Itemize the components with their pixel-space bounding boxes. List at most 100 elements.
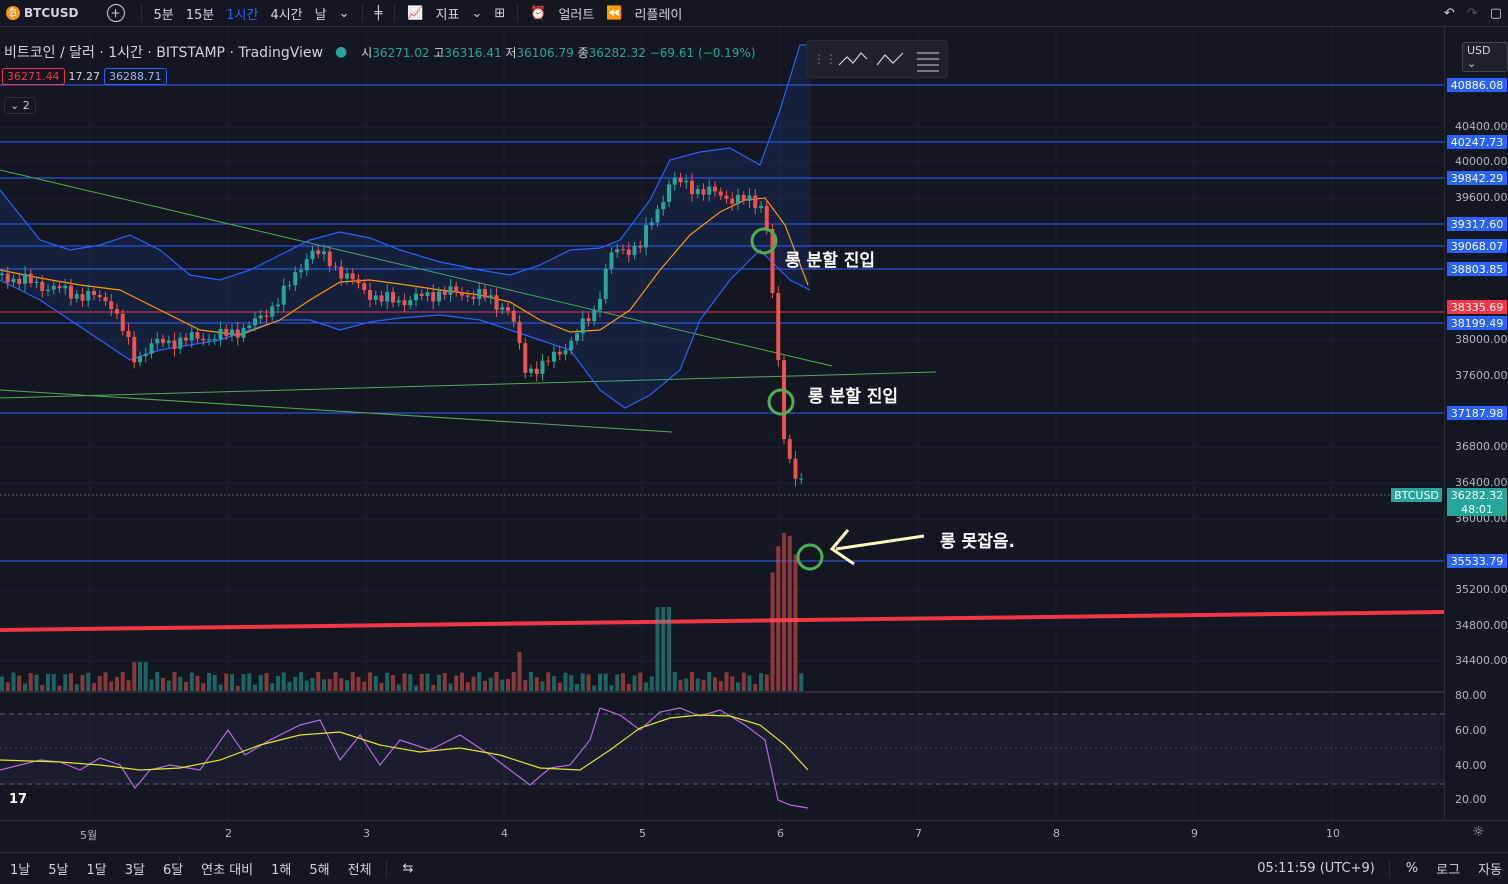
goto-date-icon[interactable]: ⇆ xyxy=(402,861,414,876)
volume-bar xyxy=(396,684,401,692)
candle-body xyxy=(46,289,50,292)
time-tick: 4 xyxy=(501,827,508,840)
range-5y[interactable]: 5해 xyxy=(309,863,330,878)
volume-bar xyxy=(488,677,493,692)
candle-body xyxy=(396,300,401,303)
volume-bar xyxy=(655,607,660,692)
time-tick: 5 xyxy=(639,827,646,840)
candle-body xyxy=(649,222,654,226)
divider xyxy=(394,4,396,22)
candle-body xyxy=(730,198,735,204)
candle-body xyxy=(644,225,648,248)
market-status-dot-icon: ● xyxy=(334,44,348,60)
volume-bar xyxy=(69,673,73,692)
price-axis[interactable]: 40400.00 40000.00 39600.00 38000.00 3760… xyxy=(1444,27,1508,820)
volume-bar xyxy=(557,682,562,692)
svg-text:⋮⋮: ⋮⋮ xyxy=(813,52,837,66)
log-scale-toggle[interactable]: 로그 xyxy=(1436,863,1461,878)
volume-bar xyxy=(28,673,33,692)
level-price-tag: 39317.60 xyxy=(1447,217,1507,231)
green-trendline-up[interactable] xyxy=(0,371,937,399)
range-5d[interactable]: 5날 xyxy=(48,863,69,878)
interval-15m[interactable]: 15분 xyxy=(185,7,215,23)
indicators-button[interactable]: 지표 xyxy=(435,7,460,23)
replay-button[interactable]: 리플레이 xyxy=(634,7,683,23)
divider xyxy=(517,4,519,22)
volume-bar xyxy=(575,684,579,692)
replay-rewind-icon[interactable]: ⏪ xyxy=(606,5,623,21)
green-trendline-down[interactable] xyxy=(0,169,833,367)
candle-body xyxy=(40,281,45,292)
alert-clock-icon[interactable]: ⏰ xyxy=(530,5,547,21)
time-tick: 6 xyxy=(777,827,784,840)
volume-bar xyxy=(287,681,292,692)
redo-icon[interactable]: ↷ xyxy=(1466,5,1478,21)
red-support-trendline[interactable] xyxy=(0,610,1444,632)
price-chart-canvas[interactable] xyxy=(0,27,1444,820)
divider xyxy=(385,859,387,878)
interval-dropdown-chevron-down-icon[interactable]: ⌄ xyxy=(338,5,350,21)
ask-price-tag[interactable]: 36288.71 xyxy=(104,68,167,85)
interval-1h[interactable]: 1시간 xyxy=(226,7,259,23)
range-1d[interactable]: 1날 xyxy=(10,863,31,878)
layout-panel-icon[interactable]: ▢ xyxy=(1489,5,1502,21)
candle-body xyxy=(621,249,625,251)
volume-bar xyxy=(63,674,68,692)
candle-body xyxy=(345,273,349,279)
horizontal-levels[interactable] xyxy=(0,84,1444,562)
range-1m[interactable]: 1달 xyxy=(86,863,107,878)
volume-bar xyxy=(787,535,792,692)
alert-button[interactable]: 얼러트 xyxy=(558,7,595,23)
range-ytd[interactable]: 연초 대비 xyxy=(201,863,254,878)
time-tick: 9 xyxy=(1191,827,1198,840)
interval-4h[interactable]: 4시간 xyxy=(270,7,303,23)
volume-bar xyxy=(586,674,591,692)
time-axis[interactable]: 5월 2 3 4 5 6 7 8 9 10 ☼ xyxy=(0,820,1508,847)
undo-icon[interactable]: ↶ xyxy=(1443,5,1455,21)
volume-bar xyxy=(339,678,344,692)
candle-body xyxy=(626,249,631,256)
candle-body xyxy=(23,273,27,284)
auto-scale-toggle[interactable]: 자동 xyxy=(1478,863,1502,878)
candle-body xyxy=(442,291,447,295)
percent-scale-toggle[interactable]: % xyxy=(1405,861,1419,876)
floating-drawing-toolbar[interactable]: ⋮⋮ xyxy=(806,40,948,78)
clock-timezone[interactable]: 05:11:59 (UTC+9) xyxy=(1257,861,1375,876)
range-1y[interactable]: 1해 xyxy=(271,863,292,878)
candle-body xyxy=(304,259,309,271)
compare-symbol-plus-icon[interactable]: + xyxy=(106,4,125,22)
volume-bar xyxy=(368,672,372,692)
indicator-collapse-button[interactable]: ⌄ 2 xyxy=(4,97,36,114)
tradingview-logo-icon[interactable]: 17 xyxy=(4,787,32,811)
range-all[interactable]: 전체 xyxy=(347,863,372,878)
currency-dropdown[interactable]: USD ⌄ xyxy=(1462,42,1508,72)
volume-bar xyxy=(11,672,16,692)
candle-body xyxy=(195,332,200,339)
range-3m[interactable]: 3달 xyxy=(124,863,145,878)
axis-tick: 36400.00 xyxy=(1455,476,1508,489)
volume-bar xyxy=(425,673,430,692)
layout-grid-icon[interactable]: ⊞ xyxy=(494,5,506,21)
interval-day[interactable]: 날 xyxy=(314,7,327,23)
volume-bar xyxy=(713,677,717,692)
indicators-chevron-down-icon[interactable]: ⌄ xyxy=(471,5,483,21)
series-title[interactable]: 비트코인 / 달러 · 1시간 · BITSTAMP · TradingView xyxy=(4,45,323,61)
candle-type-icon[interactable]: ╪ xyxy=(374,5,383,21)
annotation-long-entry-1: 롱 분할 진입 xyxy=(785,251,876,271)
bid-price-tag[interactable]: 36271.44 xyxy=(2,68,65,85)
volume-bar xyxy=(471,676,476,692)
candle-body xyxy=(5,273,10,283)
level-price-tag: 40247.73 xyxy=(1447,135,1507,149)
indicators-icon[interactable]: 📈 xyxy=(407,5,424,21)
interval-5m[interactable]: 5분 xyxy=(153,7,174,23)
green-trendline-lower[interactable] xyxy=(0,389,673,433)
volume-bar xyxy=(552,676,556,692)
candle-body xyxy=(586,318,591,322)
candle-body xyxy=(419,293,424,297)
volume-bar xyxy=(799,673,804,692)
rsi-pane-band xyxy=(0,714,1444,784)
range-6m[interactable]: 6달 xyxy=(162,863,184,878)
symbol-search-button[interactable]: BTCUSD xyxy=(24,6,79,20)
volume-bar xyxy=(230,674,234,692)
chart-settings-gear-icon[interactable]: ☼ xyxy=(1472,824,1485,840)
